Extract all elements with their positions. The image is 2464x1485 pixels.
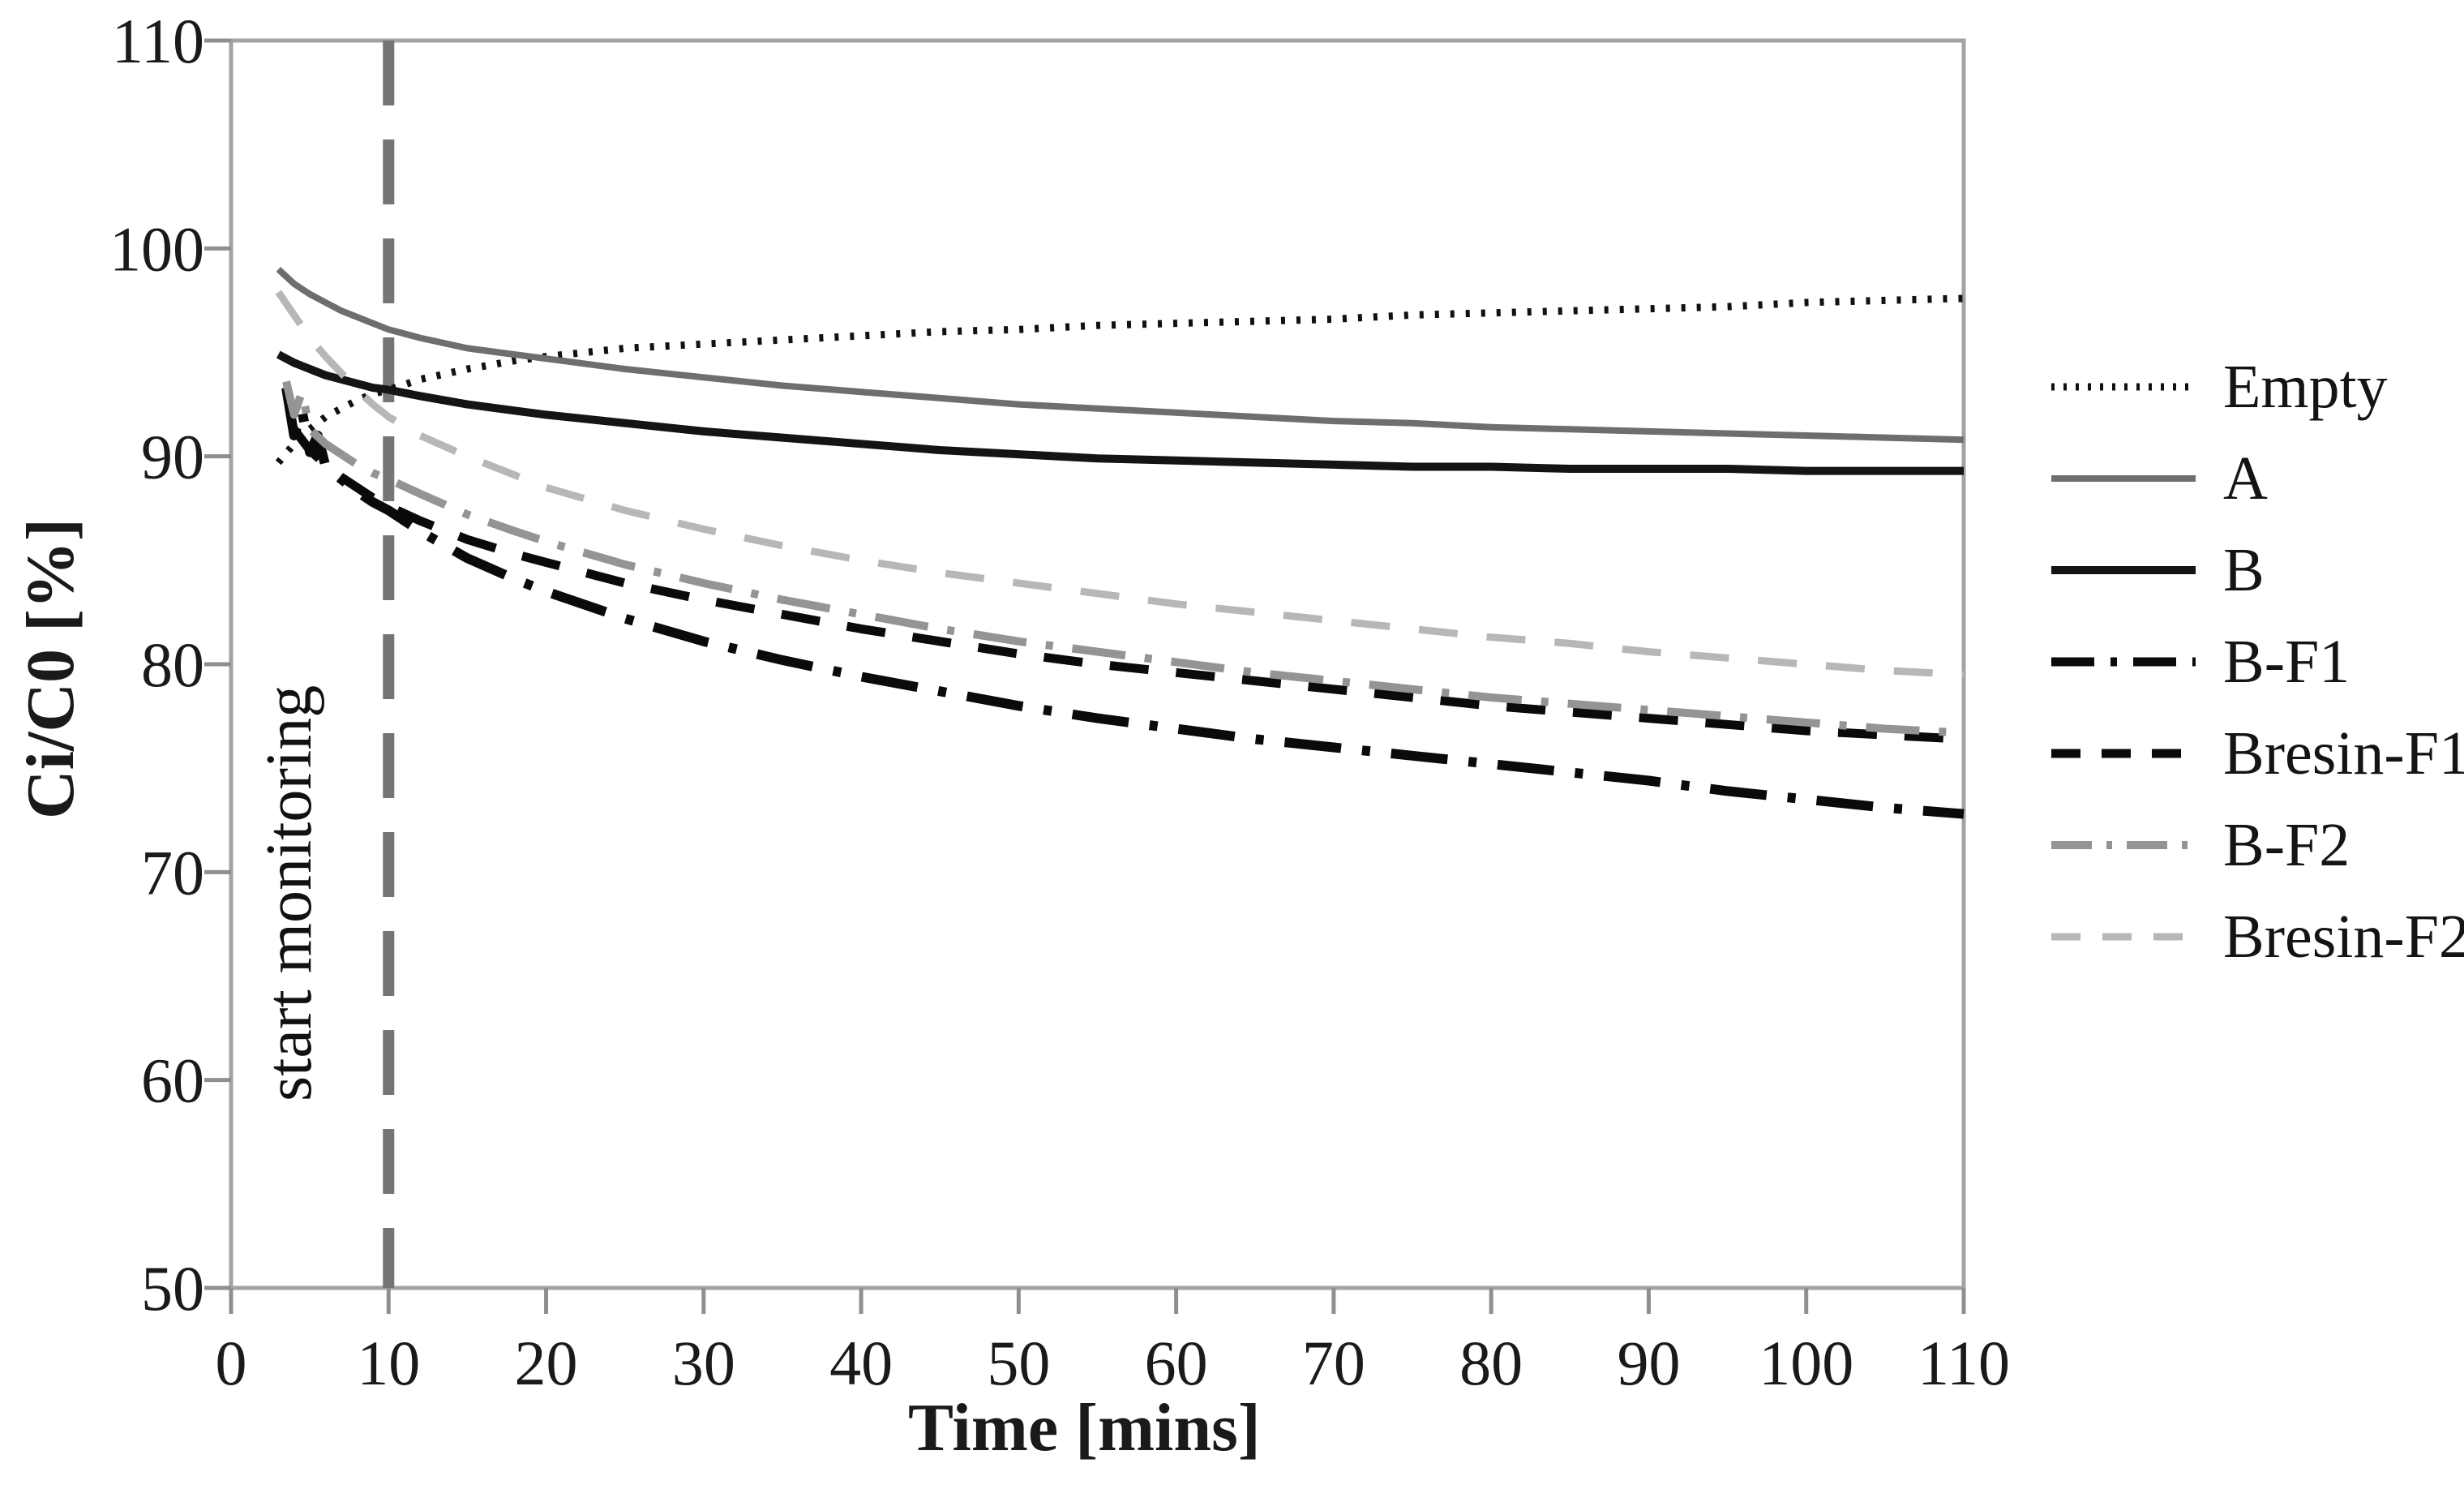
x-tick-label: 40	[829, 1328, 893, 1398]
x-axis-title: Time [mins]	[908, 1390, 1261, 1466]
legend-label-empty: Empty	[2223, 352, 2388, 421]
legend-label-a: A	[2223, 444, 2268, 513]
legend-swatch-bresin-f1	[2051, 749, 2196, 758]
x-tick-label: 20	[515, 1328, 578, 1398]
y-tick-label: 80	[141, 629, 204, 700]
x-tick-label: 50	[987, 1328, 1050, 1398]
legend-item-empty: Empty	[2050, 341, 2464, 432]
x-tick-label: 110	[1918, 1328, 2010, 1398]
legend-label-b: B	[2223, 535, 2265, 604]
x-tick-label: 90	[1617, 1328, 1680, 1398]
legend: Empty A B B-F1 Bresin-F1 B-F2 Bresin-F2	[2050, 341, 2464, 982]
legend-item-b-f2: B-F2	[2050, 799, 2464, 891]
y-tick-label: 60	[141, 1045, 204, 1116]
y-tick-label: 90	[141, 422, 204, 492]
legend-swatch-b	[2051, 565, 2196, 574]
legend-item-bresin-f1: Bresin-F1	[2050, 707, 2464, 799]
x-tick-label: 100	[1759, 1328, 1853, 1398]
series-line-b-f2	[282, 380, 1965, 737]
legend-item-a: A	[2050, 432, 2464, 524]
series-line-b-f1	[281, 387, 1965, 819]
y-axis-title: Ci/C0 [%]	[13, 518, 88, 819]
legend-label-b-f1: B-F1	[2223, 627, 2350, 696]
legend-swatch-b-f2	[2051, 840, 2196, 849]
legend-swatch-empty	[2051, 383, 2196, 390]
x-tick-label: 70	[1302, 1328, 1365, 1398]
x-tick-label: 0	[216, 1328, 247, 1398]
series-line-b	[276, 350, 1964, 475]
legend-label-b-f2: B-F2	[2223, 810, 2350, 879]
series-line-a	[276, 267, 1965, 444]
legend-swatch-b-f1	[2051, 657, 2196, 666]
x-tick-label: 10	[357, 1328, 420, 1398]
x-tick-label: 60	[1145, 1328, 1208, 1398]
legend-item-b: B	[2050, 524, 2464, 616]
plot-border	[229, 38, 1966, 1290]
legend-swatch-a	[2051, 474, 2196, 482]
series-line-bresin-f2	[275, 290, 1965, 679]
legend-item-b-f1: B-F1	[2050, 616, 2464, 707]
legend-item-bresin-f2: Bresin-F2	[2050, 891, 2464, 982]
x-tick-label: 80	[1459, 1328, 1523, 1398]
y-tick-label: 70	[141, 837, 204, 908]
start-monitoring-annotation: start monitoring	[254, 685, 325, 1101]
series-line-bresin-f1	[290, 426, 1965, 744]
y-tick-label: 110	[112, 6, 204, 76]
x-tick-label: 30	[672, 1328, 735, 1398]
legend-label-bresin-f2: Bresin-F2	[2223, 902, 2464, 971]
y-tick-label: 100	[109, 213, 204, 284]
series-line-empty	[275, 294, 1965, 466]
legend-label-bresin-f1: Bresin-F1	[2223, 719, 2464, 788]
y-tick-label: 50	[141, 1253, 204, 1324]
legend-swatch-bresin-f2	[2051, 933, 2196, 940]
